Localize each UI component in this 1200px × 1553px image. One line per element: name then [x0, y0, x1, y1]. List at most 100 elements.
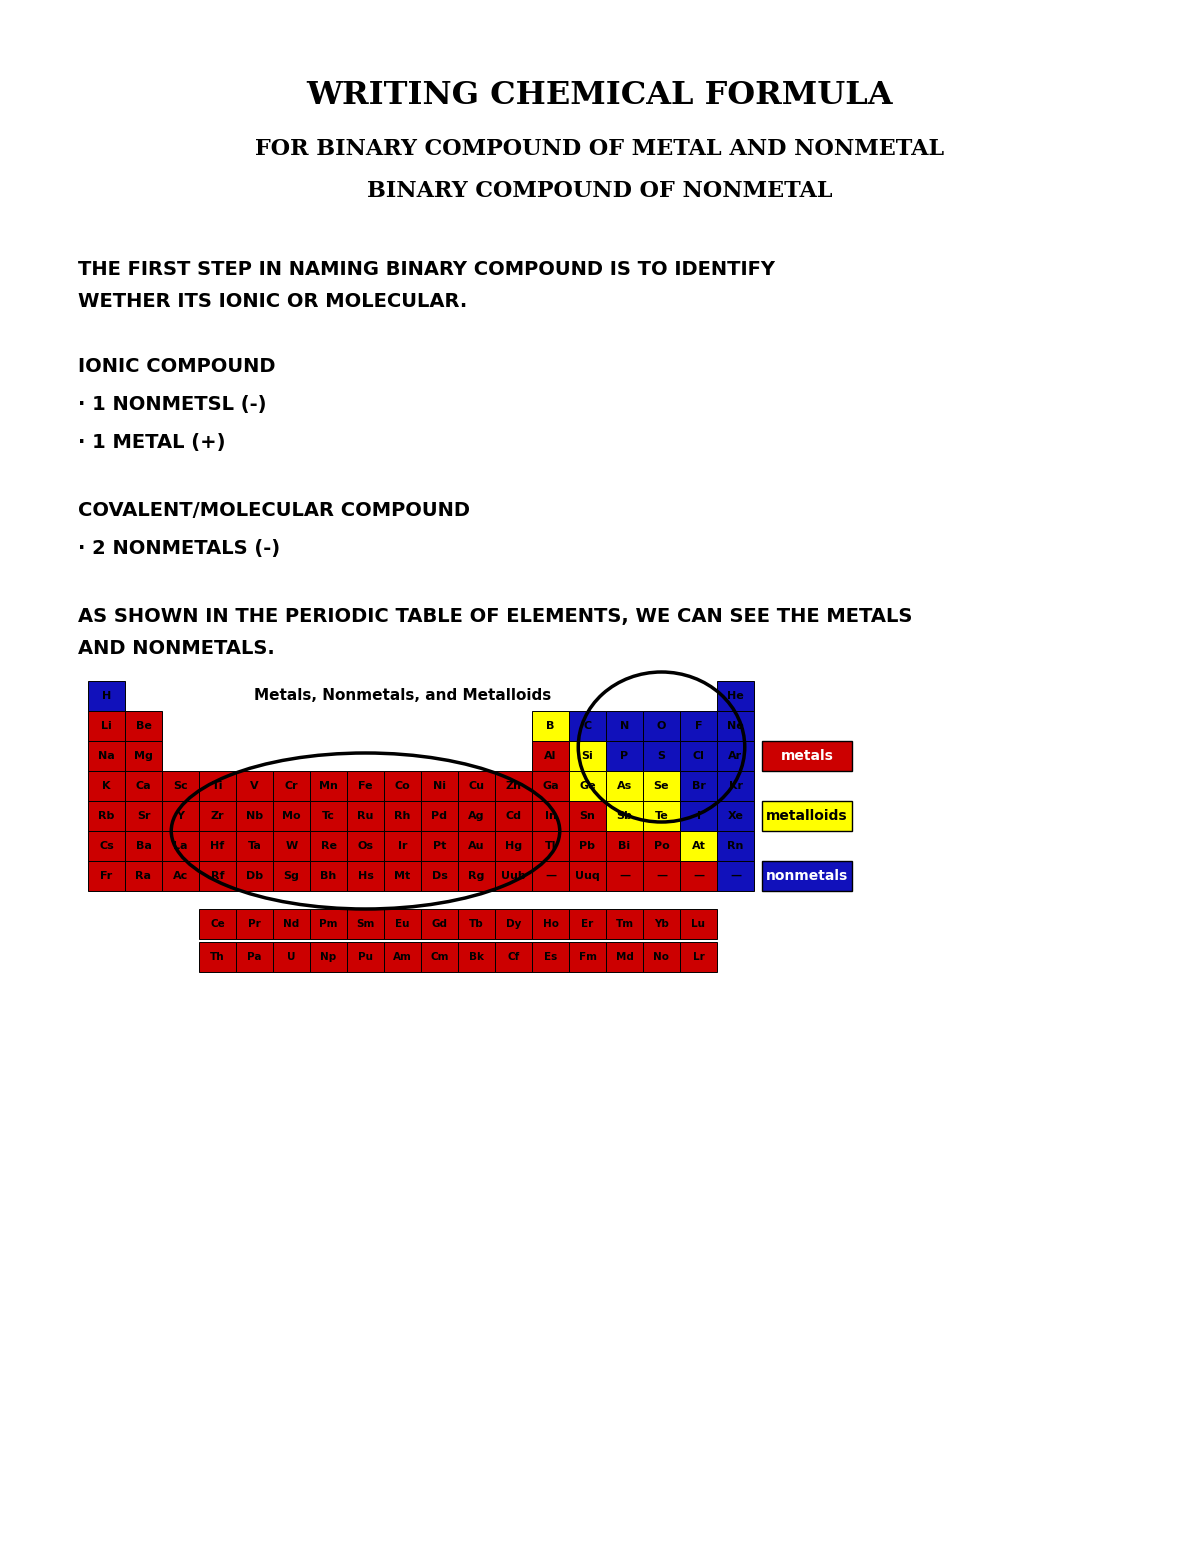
FancyBboxPatch shape [532, 860, 569, 891]
FancyBboxPatch shape [643, 770, 680, 801]
FancyBboxPatch shape [606, 711, 643, 741]
Text: Zr: Zr [211, 811, 224, 822]
FancyBboxPatch shape [643, 831, 680, 860]
FancyBboxPatch shape [680, 801, 718, 831]
Text: Uuq: Uuq [575, 871, 600, 881]
FancyBboxPatch shape [384, 831, 421, 860]
FancyBboxPatch shape [606, 909, 643, 940]
Text: THE FIRST STEP IN NAMING BINARY COMPOUND IS TO IDENTIFY: THE FIRST STEP IN NAMING BINARY COMPOUND… [78, 259, 775, 280]
Text: Er: Er [581, 919, 594, 929]
FancyBboxPatch shape [718, 682, 754, 711]
FancyBboxPatch shape [162, 801, 199, 831]
FancyBboxPatch shape [88, 770, 125, 801]
Text: —: — [619, 871, 630, 881]
Text: Ca: Ca [136, 781, 151, 790]
Text: Cu: Cu [468, 781, 485, 790]
Text: —: — [656, 871, 667, 881]
FancyBboxPatch shape [421, 770, 458, 801]
Text: Eu: Eu [395, 919, 409, 929]
Text: U: U [287, 952, 295, 961]
Text: Ra: Ra [136, 871, 151, 881]
FancyBboxPatch shape [458, 831, 496, 860]
Text: N: N [620, 721, 629, 731]
Text: WRITING CHEMICAL FORMULA: WRITING CHEMICAL FORMULA [307, 81, 893, 110]
Text: Fe: Fe [359, 781, 373, 790]
Text: Rg: Rg [468, 871, 485, 881]
FancyBboxPatch shape [384, 909, 421, 940]
Text: Ne: Ne [727, 721, 744, 731]
FancyBboxPatch shape [421, 909, 458, 940]
Text: B: B [546, 721, 554, 731]
FancyBboxPatch shape [384, 943, 421, 972]
Text: Pm: Pm [319, 919, 337, 929]
FancyBboxPatch shape [274, 943, 310, 972]
FancyBboxPatch shape [384, 770, 421, 801]
FancyBboxPatch shape [569, 860, 606, 891]
FancyBboxPatch shape [532, 770, 569, 801]
Text: Li: Li [101, 721, 112, 731]
FancyBboxPatch shape [532, 711, 569, 741]
FancyBboxPatch shape [199, 801, 236, 831]
Text: Es: Es [544, 952, 557, 961]
Text: F: F [695, 721, 702, 731]
FancyBboxPatch shape [236, 770, 274, 801]
Text: I: I [696, 811, 701, 822]
Text: Mo: Mo [282, 811, 301, 822]
Text: At: At [691, 842, 706, 851]
FancyBboxPatch shape [162, 831, 199, 860]
Text: Y: Y [176, 811, 185, 822]
Text: · 2 NONMETALS (-): · 2 NONMETALS (-) [78, 539, 280, 558]
FancyBboxPatch shape [125, 831, 162, 860]
Text: Np: Np [320, 952, 337, 961]
Text: Re: Re [320, 842, 336, 851]
Text: Te: Te [655, 811, 668, 822]
FancyBboxPatch shape [310, 831, 347, 860]
Text: Yb: Yb [654, 919, 668, 929]
Text: Pa: Pa [247, 952, 262, 961]
Text: Hf: Hf [210, 842, 224, 851]
Text: Lu: Lu [691, 919, 706, 929]
FancyBboxPatch shape [125, 770, 162, 801]
Text: He: He [727, 691, 744, 700]
Text: K: K [102, 781, 110, 790]
FancyBboxPatch shape [88, 831, 125, 860]
Text: Ce: Ce [210, 919, 224, 929]
FancyBboxPatch shape [569, 943, 606, 972]
Text: Ta: Ta [247, 842, 262, 851]
FancyBboxPatch shape [236, 801, 274, 831]
FancyBboxPatch shape [643, 860, 680, 891]
FancyBboxPatch shape [569, 741, 606, 770]
Text: Nb: Nb [246, 811, 263, 822]
FancyBboxPatch shape [718, 801, 754, 831]
FancyBboxPatch shape [606, 770, 643, 801]
Text: V: V [250, 781, 259, 790]
Text: Rn: Rn [727, 842, 744, 851]
FancyBboxPatch shape [458, 909, 496, 940]
FancyBboxPatch shape [88, 860, 125, 891]
Text: Tl: Tl [545, 842, 557, 851]
FancyBboxPatch shape [680, 909, 718, 940]
Text: Sg: Sg [283, 871, 300, 881]
Text: Ir: Ir [397, 842, 407, 851]
FancyBboxPatch shape [236, 831, 274, 860]
FancyBboxPatch shape [125, 801, 162, 831]
FancyBboxPatch shape [680, 860, 718, 891]
Text: Cs: Cs [100, 842, 114, 851]
FancyBboxPatch shape [762, 741, 852, 770]
Text: Pt: Pt [433, 842, 446, 851]
FancyBboxPatch shape [310, 801, 347, 831]
Text: Pr: Pr [248, 919, 260, 929]
Text: Ba: Ba [136, 842, 151, 851]
FancyBboxPatch shape [532, 741, 569, 770]
Text: Th: Th [210, 952, 224, 961]
FancyBboxPatch shape [643, 943, 680, 972]
Text: —: — [730, 871, 742, 881]
Text: Sm: Sm [356, 919, 374, 929]
FancyBboxPatch shape [236, 909, 274, 940]
Text: Mn: Mn [319, 781, 338, 790]
Text: Tb: Tb [469, 919, 484, 929]
Text: Lr: Lr [692, 952, 704, 961]
FancyBboxPatch shape [458, 860, 496, 891]
Text: metals: metals [780, 749, 834, 763]
Text: Os: Os [358, 842, 373, 851]
